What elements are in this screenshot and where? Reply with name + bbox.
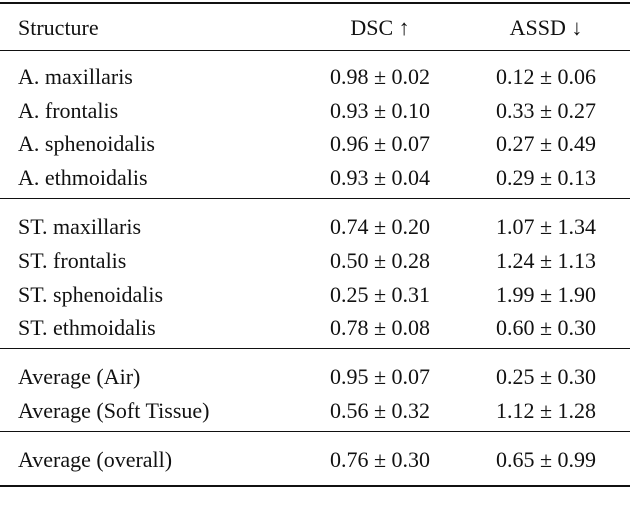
- row-label: ST. ethmoidalis: [18, 315, 156, 341]
- group-rule: [0, 348, 630, 350]
- row-label: ST. sphenoidalis: [18, 281, 164, 307]
- value-cell: 0.60 ± 0.30: [495, 315, 597, 341]
- value-cell: 1.24 ± 1.13: [495, 247, 597, 273]
- row-label: ST. frontalis: [18, 247, 127, 273]
- header-cell: DSC ↑: [350, 15, 410, 40]
- row-label: A. maxillaris: [18, 64, 133, 89]
- value-cell: 1.99 ± 1.90: [495, 281, 597, 307]
- value-cell: 0.76 ± 0.30: [329, 446, 431, 472]
- value-cell: 0.25 ± 0.31: [329, 281, 431, 307]
- value-cell: 0.12 ± 0.06: [495, 64, 597, 89]
- row-label: Average (overall): [18, 446, 173, 472]
- value-cell: 1.12 ± 1.28: [495, 397, 597, 423]
- value-cell: 0.27 ± 0.49: [495, 131, 597, 157]
- row-label: A. ethmoidalis: [18, 165, 148, 191]
- value-cell: 1.07 ± 1.34: [495, 214, 597, 240]
- row-label: Average (Air): [18, 364, 141, 390]
- value-cell: 0.33 ± 0.27: [495, 97, 597, 123]
- value-cell: 0.95 ± 0.07: [329, 364, 431, 390]
- value-cell: 0.65 ± 0.99: [495, 446, 597, 472]
- value-cell: 0.29 ± 0.13: [495, 165, 597, 191]
- top-rule: [0, 2, 630, 4]
- row-label: Average (Soft Tissue): [18, 397, 210, 423]
- header-cell: Structure: [18, 15, 99, 40]
- value-cell: 0.98 ± 0.02: [329, 64, 431, 89]
- group-rule: [0, 198, 630, 200]
- value-cell: 0.56 ± 0.32: [329, 397, 431, 423]
- value-cell: 0.25 ± 0.30: [495, 364, 597, 390]
- row-label: ST. maxillaris: [18, 214, 142, 240]
- value-cell: 0.96 ± 0.07: [329, 131, 431, 157]
- group-rule: [0, 430, 630, 432]
- row-label: A. sphenoidalis: [18, 131, 155, 157]
- bottom-rule: [0, 484, 630, 487]
- header-cell: ASSD ↓: [509, 15, 583, 40]
- value-cell: 0.50 ± 0.28: [329, 247, 431, 273]
- header-rule: [0, 50, 630, 51]
- value-cell: 0.93 ± 0.04: [329, 165, 431, 191]
- value-cell: 0.74 ± 0.20: [329, 214, 431, 240]
- value-cell: 0.93 ± 0.10: [329, 97, 431, 123]
- value-cell: 0.78 ± 0.08: [329, 315, 431, 341]
- row-label: A. frontalis: [18, 97, 119, 123]
